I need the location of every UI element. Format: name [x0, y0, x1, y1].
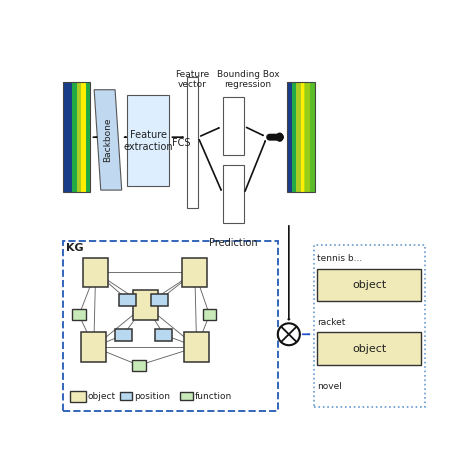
Bar [133, 291, 158, 319]
Bar [119, 294, 136, 306]
Bar [223, 97, 244, 155]
Bar [187, 77, 198, 209]
Text: Backbone: Backbone [103, 118, 112, 162]
Text: Feature
extraction: Feature extraction [124, 130, 173, 152]
Bar [63, 241, 278, 411]
Bar [63, 82, 67, 192]
Bar [223, 164, 244, 223]
Bar [318, 332, 421, 365]
Bar [301, 82, 305, 192]
Bar [181, 392, 193, 401]
Bar [318, 269, 421, 301]
Bar [63, 82, 91, 192]
Polygon shape [94, 90, 122, 190]
Text: object: object [352, 344, 386, 354]
Bar [67, 82, 72, 192]
Bar [296, 82, 301, 192]
Bar [303, 82, 315, 192]
Bar [182, 258, 207, 287]
Text: function: function [195, 392, 232, 401]
Text: tennis b...: tennis b... [318, 254, 363, 263]
Text: FCS: FCS [173, 138, 191, 148]
Text: novel: novel [318, 382, 342, 391]
Bar [83, 258, 108, 287]
Text: Prediction: Prediction [209, 237, 258, 247]
Bar [120, 392, 132, 401]
Bar [202, 310, 217, 320]
Bar [82, 332, 106, 362]
Bar [292, 82, 296, 192]
Text: racket: racket [318, 318, 346, 327]
Bar [314, 245, 425, 407]
Bar [86, 82, 91, 192]
Bar [305, 82, 310, 192]
Circle shape [278, 323, 300, 345]
Bar [77, 82, 82, 192]
Text: object: object [352, 280, 386, 290]
Text: position: position [134, 392, 170, 401]
Bar [82, 82, 86, 192]
Bar [151, 294, 168, 306]
Text: object: object [88, 392, 116, 401]
Bar [72, 310, 86, 320]
Bar [72, 82, 77, 192]
Text: Bounding Box
regression: Bounding Box regression [217, 70, 279, 89]
Bar [132, 360, 146, 371]
Bar [287, 82, 315, 192]
Bar [184, 332, 209, 362]
Bar [115, 329, 132, 341]
Bar [70, 391, 86, 402]
Bar [287, 82, 292, 192]
Text: Feature
vector: Feature vector [175, 70, 210, 89]
Text: KG: KG [66, 243, 83, 253]
Bar [155, 329, 173, 341]
Bar [127, 95, 169, 186]
Bar [310, 82, 315, 192]
